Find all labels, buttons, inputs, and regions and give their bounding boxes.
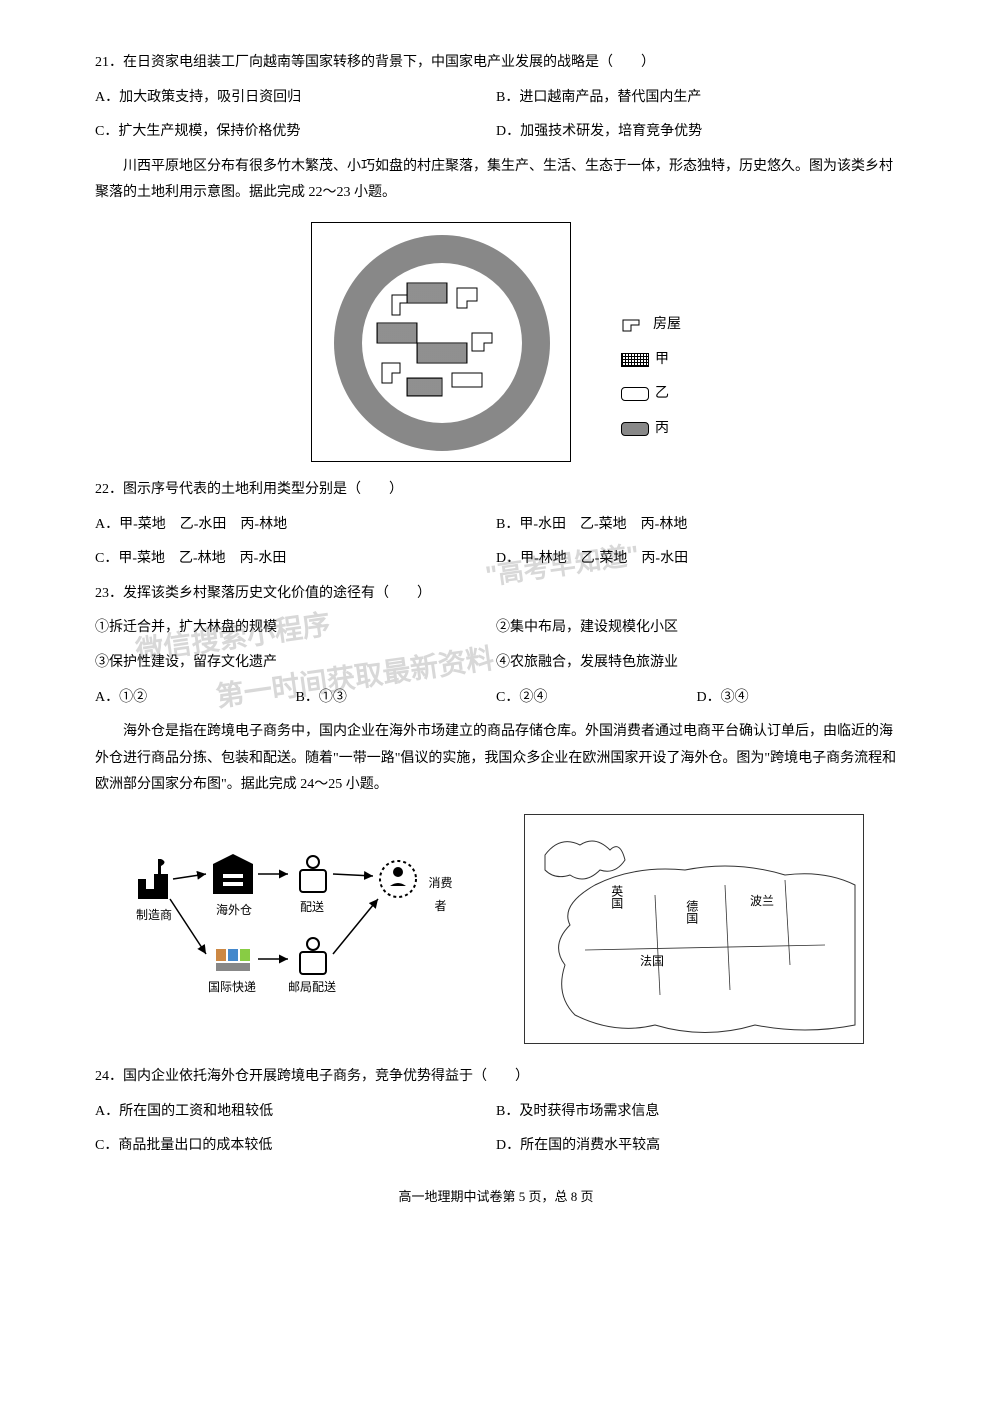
legend-bing-icon (621, 422, 649, 436)
flow-postal: 邮局配送 (288, 976, 336, 999)
q23-options: A．①② B．①③ C．②④ D．③④ (95, 685, 897, 712)
q22-options-row2: C．甲-菜地 乙-林地 丙-水田 D．甲-林地 乙-菜地 丙-水田 (95, 546, 897, 573)
village-diagram: 房屋 甲 乙 丙 (95, 222, 897, 462)
q21-optD: D．加强技术研发，培育竞争优势 (496, 119, 897, 146)
europe-map: 英国 德国 波兰 法国 (524, 814, 864, 1044)
flow-delivery: 配送 (300, 896, 324, 919)
q21-optA: A．加大政策支持，吸引日资回归 (95, 85, 496, 112)
q24-options-row1: A．所在国的工资和地租较低 B．及时获得市场需求信息 (95, 1099, 897, 1126)
flow-manufacturer: 制造商 (136, 904, 172, 927)
q23-optA: A．①② (95, 685, 296, 712)
flow-express: 国际快递 (208, 976, 256, 999)
map-uk: 英国 (605, 885, 628, 909)
q23-item1: ①拆迁合并，扩大林盘的规模 (95, 615, 496, 642)
map-germany: 德国 (680, 900, 703, 924)
q22-options-row1: A．甲-菜地 乙-水田 丙-林地 B．甲-水田 乙-菜地 丙-林地 (95, 512, 897, 539)
legend-jia: 甲 (621, 347, 681, 374)
q24-optA: A．所在国的工资和地租较低 (95, 1099, 496, 1126)
q24-optD: D．所在国的消费水平较高 (496, 1133, 897, 1160)
legend-bing-label: 丙 (655, 416, 669, 443)
legend-yi-icon (621, 387, 649, 401)
map-poland: 波兰 (750, 890, 774, 913)
q23-items-row2: ③保护性建设，留存文化遗产 ④农旅融合，发展特色旅游业 (95, 650, 897, 677)
q21-options-row1: A．加大政策支持，吸引日资回归 B．进口越南产品，替代国内生产 (95, 85, 897, 112)
flow-map-section: 制造商 海外仓 配送 消费者 国际快递 邮局配送 英国 德国 波兰 法国 (95, 814, 897, 1044)
map-france: 法国 (640, 950, 664, 973)
q24-stem: 24．国内企业依托海外仓开展跨境电子商务，竞争优势得益于（ ） (95, 1064, 897, 1091)
flow-warehouse: 海外仓 (216, 899, 252, 922)
legend-jia-label: 甲 (655, 347, 669, 374)
q23-optD: D．③④ (697, 685, 898, 712)
passage1: 川西平原地区分布有很多竹木繁茂、小巧如盘的村庄聚落，集生产、生活、生态于一体，形… (95, 154, 897, 207)
q23-item4: ④农旅融合，发展特色旅游业 (496, 650, 897, 677)
page-footer: 高一地理期中试卷第 5 页，总 8 页 (95, 1185, 897, 1210)
legend-bing: 丙 (621, 416, 681, 443)
q22-optA: A．甲-菜地 乙-水田 丙-林地 (95, 512, 496, 539)
q22-optC: C．甲-菜地 乙-林地 丙-水田 (95, 546, 496, 573)
q21-stem: 21．在日资家电组装工厂向越南等国家转移的背景下，中国家电产业发展的战略是（ ） (95, 50, 897, 77)
legend-yi: 乙 (621, 381, 681, 408)
q24-optB: B．及时获得市场需求信息 (496, 1099, 897, 1126)
flow-consumer: 消费者 (423, 872, 458, 918)
q21-optB: B．进口越南产品，替代国内生产 (496, 85, 897, 112)
legend-yi-label: 乙 (655, 381, 669, 408)
q23-item3: ③保护性建设，留存文化遗产 (95, 650, 496, 677)
q23-optC: C．②④ (496, 685, 697, 712)
q23-block: 23．发挥该类乡村聚落历史文化价值的途径有（ ） ①拆迁合并，扩大林盘的规模 ②… (95, 581, 897, 711)
q23-optB: B．①③ (296, 685, 497, 712)
legend-house: 房屋 (621, 312, 681, 339)
diagram-legend: 房屋 甲 乙 丙 (621, 222, 681, 450)
q22-optB: B．甲-水田 乙-菜地 丙-林地 (496, 512, 897, 539)
q22-optD: D．甲-林地 乙-菜地 丙-水田 (496, 546, 897, 573)
legend-jia-icon (621, 353, 649, 367)
q21-optC: C．扩大生产规模，保持价格优势 (95, 119, 496, 146)
q23-items-row1: ①拆迁合并，扩大林盘的规模 ②集中布局，建设规模化小区 (95, 615, 897, 642)
q21-options-row2: C．扩大生产规模，保持价格优势 D．加强技术研发，培育竞争优势 (95, 119, 897, 146)
q23-stem: 23．发挥该类乡村聚落历史文化价值的途径有（ ） (95, 581, 897, 608)
circle-diagram-svg (311, 222, 571, 462)
q23-item2: ②集中布局，建设规模化小区 (496, 615, 897, 642)
q24-options-row2: C．商品批量出口的成本较低 D．所在国的消费水平较高 (95, 1133, 897, 1160)
q24-optC: C．商品批量出口的成本较低 (95, 1133, 496, 1160)
passage2: 海外仓是指在跨境电子商务中，国内企业在海外市场建立的商品存储仓库。外国消费者通过… (95, 719, 897, 799)
legend-house-label: 房屋 (653, 312, 681, 339)
q22-stem: 22．图示序号代表的土地利用类型分别是（ ） (95, 477, 897, 504)
flow-diagram: 制造商 海外仓 配送 消费者 国际快递 邮局配送 (128, 844, 458, 1014)
